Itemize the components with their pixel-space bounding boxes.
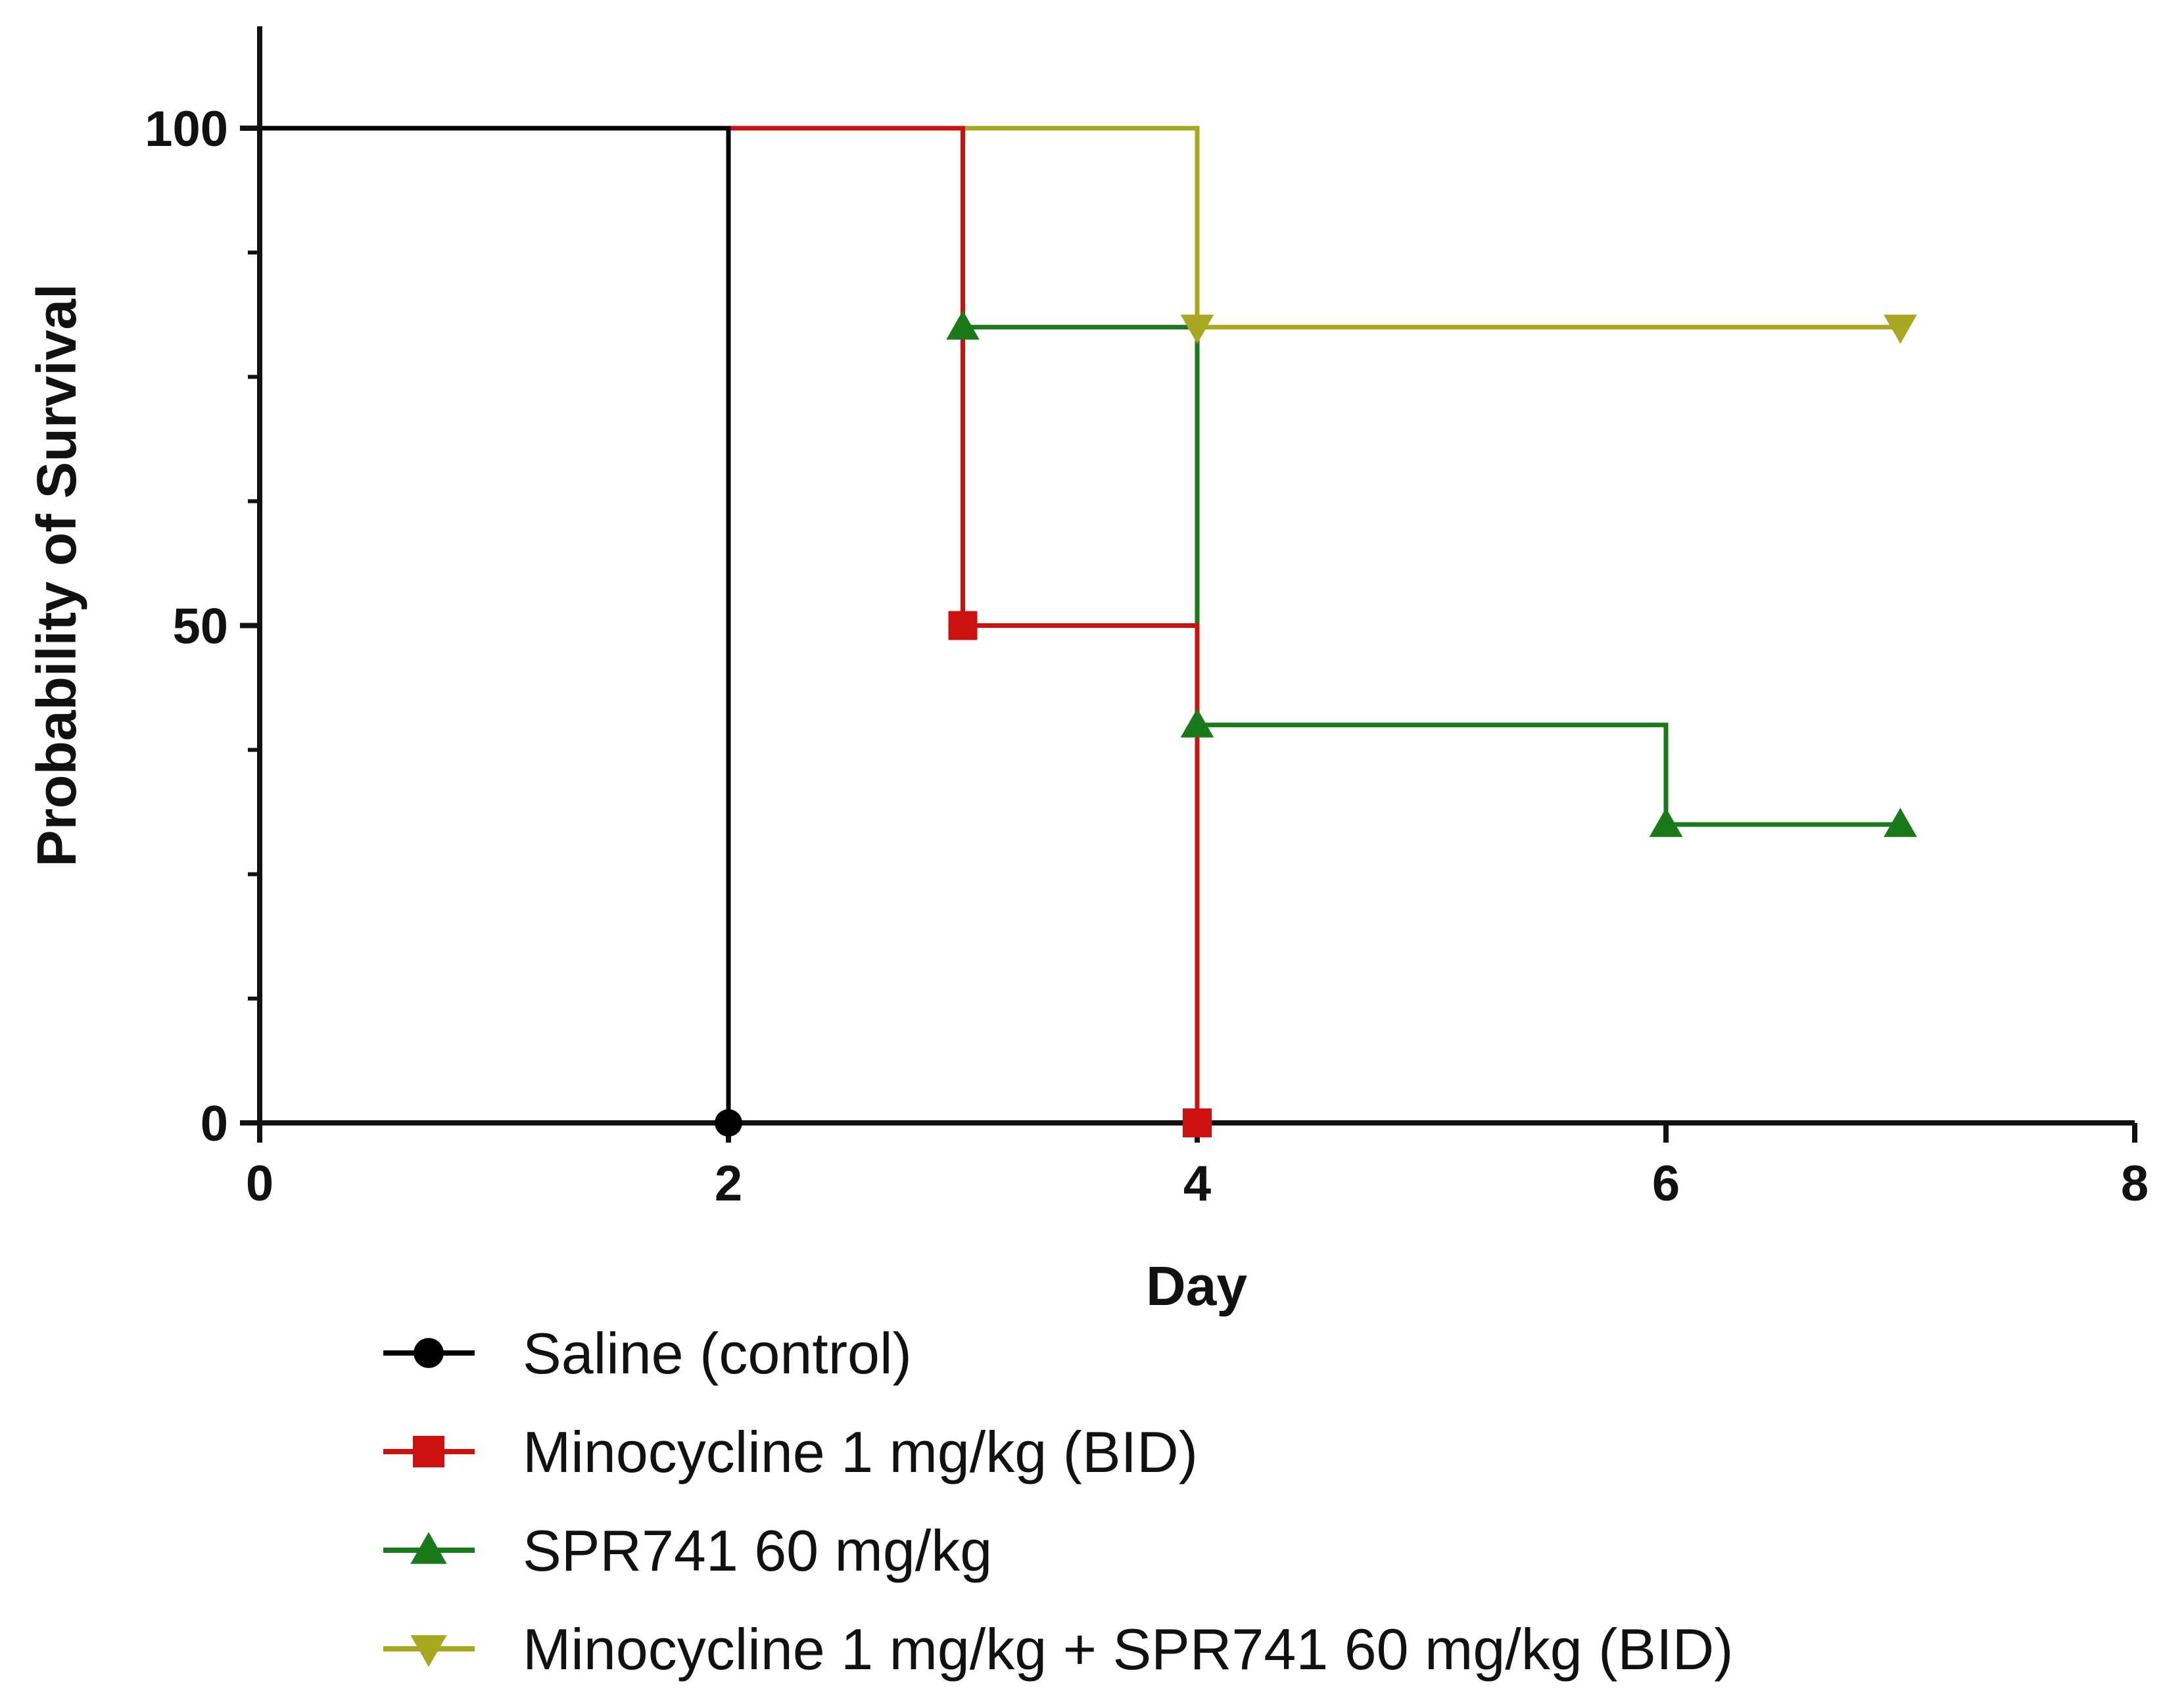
- ticks-layer: 0 2 4 6 8 0 50 100: [145, 101, 2149, 1212]
- x-tick-label: 8: [2121, 1156, 2149, 1212]
- x-tick-label: 2: [715, 1156, 742, 1212]
- legend-swatch-marker: [410, 1635, 447, 1667]
- legend-swatch-marker: [414, 1338, 444, 1368]
- data-point-1: [1183, 1108, 1212, 1137]
- data-point-1: [948, 611, 978, 640]
- legend-item: SPR741 60 mg/kg: [383, 1518, 992, 1583]
- legend: Saline (control) Minocycline 1 mg/kg (BID…: [383, 1321, 1733, 1682]
- marker-layer: [715, 310, 1917, 1137]
- x-tick-label: 4: [1183, 1156, 1211, 1212]
- data-point-2: [1649, 807, 1683, 838]
- legend-swatch-marker: [413, 1436, 444, 1467]
- legend-item: Saline (control): [383, 1321, 912, 1386]
- series-line-3: [260, 126, 1901, 330]
- series-layer: [260, 126, 1901, 1123]
- legend-label: Minocycline 1 mg/kg (BID): [523, 1419, 1198, 1484]
- x-tick-label: 6: [1652, 1156, 1680, 1212]
- data-point-2: [1884, 807, 1917, 838]
- y-axis-title: Probability of Survival: [26, 284, 87, 867]
- data-point-2: [1180, 708, 1214, 738]
- series-line-0: [260, 126, 731, 1123]
- y-tick-label: 50: [172, 599, 228, 655]
- data-point-3: [1180, 314, 1214, 344]
- series-line-2: [260, 126, 1901, 827]
- legend-label: Minocycline 1 mg/kg + SPR741 60 mg/kg (B…: [523, 1617, 1733, 1682]
- legend-label: SPR741 60 mg/kg: [523, 1518, 992, 1583]
- data-point-2: [946, 310, 980, 340]
- x-tick-label: 0: [246, 1156, 273, 1212]
- data-point-0: [715, 1109, 742, 1137]
- x-axis-title: Day: [1146, 1255, 1247, 1317]
- legend-swatch-marker: [410, 1532, 447, 1564]
- legend-label: Saline (control): [523, 1321, 912, 1386]
- legend-item: Minocycline 1 mg/kg (BID): [383, 1419, 1198, 1484]
- y-tick-label: 0: [201, 1096, 228, 1152]
- data-point-3: [1884, 314, 1917, 344]
- y-tick-label: 100: [145, 101, 228, 157]
- legend-item: Minocycline 1 mg/kg + SPR741 60 mg/kg (B…: [383, 1617, 1733, 1682]
